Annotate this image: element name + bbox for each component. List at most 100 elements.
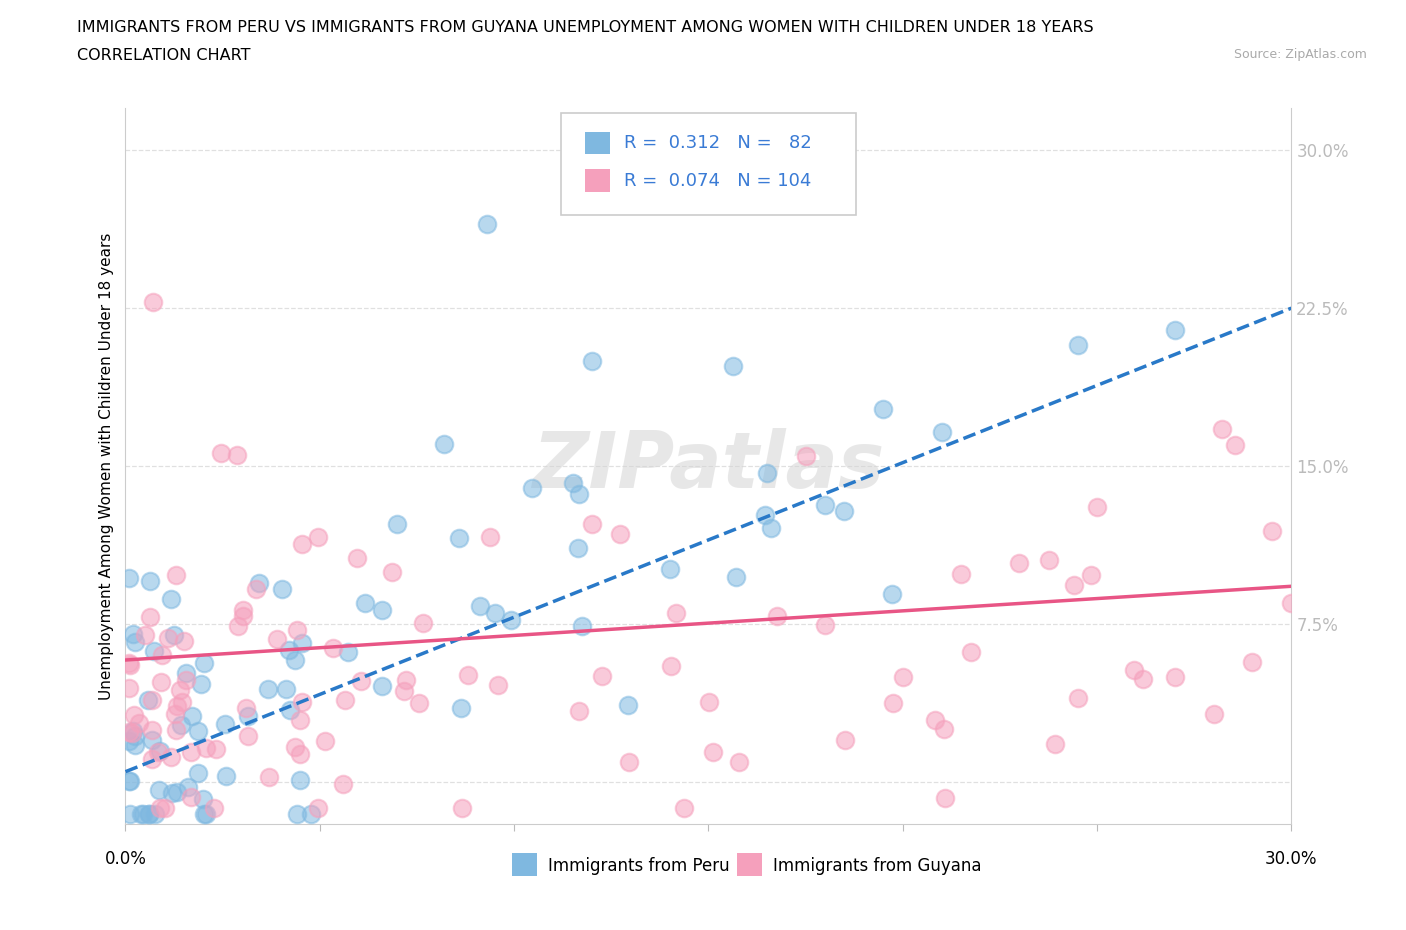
Point — [451, 800, 474, 815]
Point — [475, 217, 498, 232]
Point — [433, 436, 456, 451]
Point — [129, 806, 152, 821]
Point — [165, 723, 187, 737]
Point — [195, 806, 218, 821]
Point — [128, 716, 150, 731]
Point — [187, 724, 209, 738]
Point — [616, 698, 638, 712]
Y-axis label: Unemployment Among Women with Children Under 18 years: Unemployment Among Women with Children U… — [100, 232, 114, 700]
Point — [187, 766, 209, 781]
Point — [1063, 578, 1085, 592]
Point — [486, 677, 509, 692]
Point — [814, 618, 837, 632]
Point — [468, 598, 491, 613]
Text: 30.0%: 30.0% — [1265, 850, 1317, 869]
Point — [371, 679, 394, 694]
Point — [236, 709, 259, 724]
Point — [160, 786, 183, 801]
Point — [121, 726, 143, 741]
Point — [567, 541, 589, 556]
Point — [180, 745, 202, 760]
Point — [834, 503, 856, 518]
Point — [934, 790, 956, 805]
Point — [336, 644, 359, 659]
Text: ZIPatlas: ZIPatlas — [533, 428, 884, 504]
Point — [166, 698, 188, 713]
Point — [581, 516, 603, 531]
Point — [163, 628, 186, 643]
Point — [702, 744, 724, 759]
Text: R =  0.074   N = 104: R = 0.074 N = 104 — [624, 171, 811, 190]
Point — [665, 605, 688, 620]
Point — [335, 693, 357, 708]
Point — [120, 658, 142, 672]
Point — [724, 569, 747, 584]
Point — [278, 702, 301, 717]
Point — [141, 751, 163, 766]
Point — [287, 623, 309, 638]
Point — [1080, 567, 1102, 582]
Point — [143, 806, 166, 821]
Point — [139, 574, 162, 589]
Point — [122, 627, 145, 642]
Point — [284, 740, 307, 755]
Point — [124, 635, 146, 650]
Point — [284, 652, 307, 667]
Point — [146, 744, 169, 759]
Point — [142, 295, 165, 310]
Point — [872, 402, 894, 417]
Point — [697, 695, 720, 710]
Point — [214, 717, 236, 732]
Point — [449, 531, 471, 546]
Point — [609, 526, 631, 541]
Point — [1279, 596, 1302, 611]
Text: Immigrants from Peru: Immigrants from Peru — [548, 857, 730, 875]
Point — [172, 695, 194, 710]
Point — [277, 643, 299, 658]
Point — [138, 806, 160, 821]
Point — [232, 609, 254, 624]
Point — [794, 448, 817, 463]
Point — [934, 721, 956, 736]
Point — [568, 486, 591, 501]
Point — [118, 681, 141, 696]
Point — [581, 353, 603, 368]
Point — [266, 631, 288, 646]
Point — [1202, 707, 1225, 722]
Point — [149, 674, 172, 689]
Point — [754, 508, 776, 523]
Point — [354, 595, 377, 610]
Point — [141, 692, 163, 707]
Point — [141, 732, 163, 747]
Point — [209, 446, 232, 461]
Point — [118, 734, 141, 749]
Point — [176, 666, 198, 681]
Point — [226, 618, 249, 633]
Point — [202, 800, 225, 815]
Point — [236, 729, 259, 744]
Point — [450, 700, 472, 715]
Point — [245, 581, 267, 596]
Point — [290, 772, 312, 787]
Point — [156, 631, 179, 646]
Point — [142, 644, 165, 658]
Point — [160, 591, 183, 606]
Point — [139, 609, 162, 624]
Point — [484, 606, 506, 621]
Point — [118, 571, 141, 586]
Point — [190, 676, 212, 691]
Point — [124, 728, 146, 743]
Point — [169, 683, 191, 698]
Point — [169, 718, 191, 733]
Point — [1066, 690, 1088, 705]
Text: Source: ZipAtlas.com: Source: ZipAtlas.com — [1233, 48, 1367, 61]
Point — [257, 770, 280, 785]
Point — [165, 568, 187, 583]
Point — [122, 724, 145, 738]
Point — [1043, 737, 1066, 751]
Point — [1261, 524, 1284, 538]
Point — [562, 475, 585, 490]
Text: R =  0.312   N =   82: R = 0.312 N = 82 — [624, 134, 811, 153]
Point — [1038, 552, 1060, 567]
Point — [173, 634, 195, 649]
